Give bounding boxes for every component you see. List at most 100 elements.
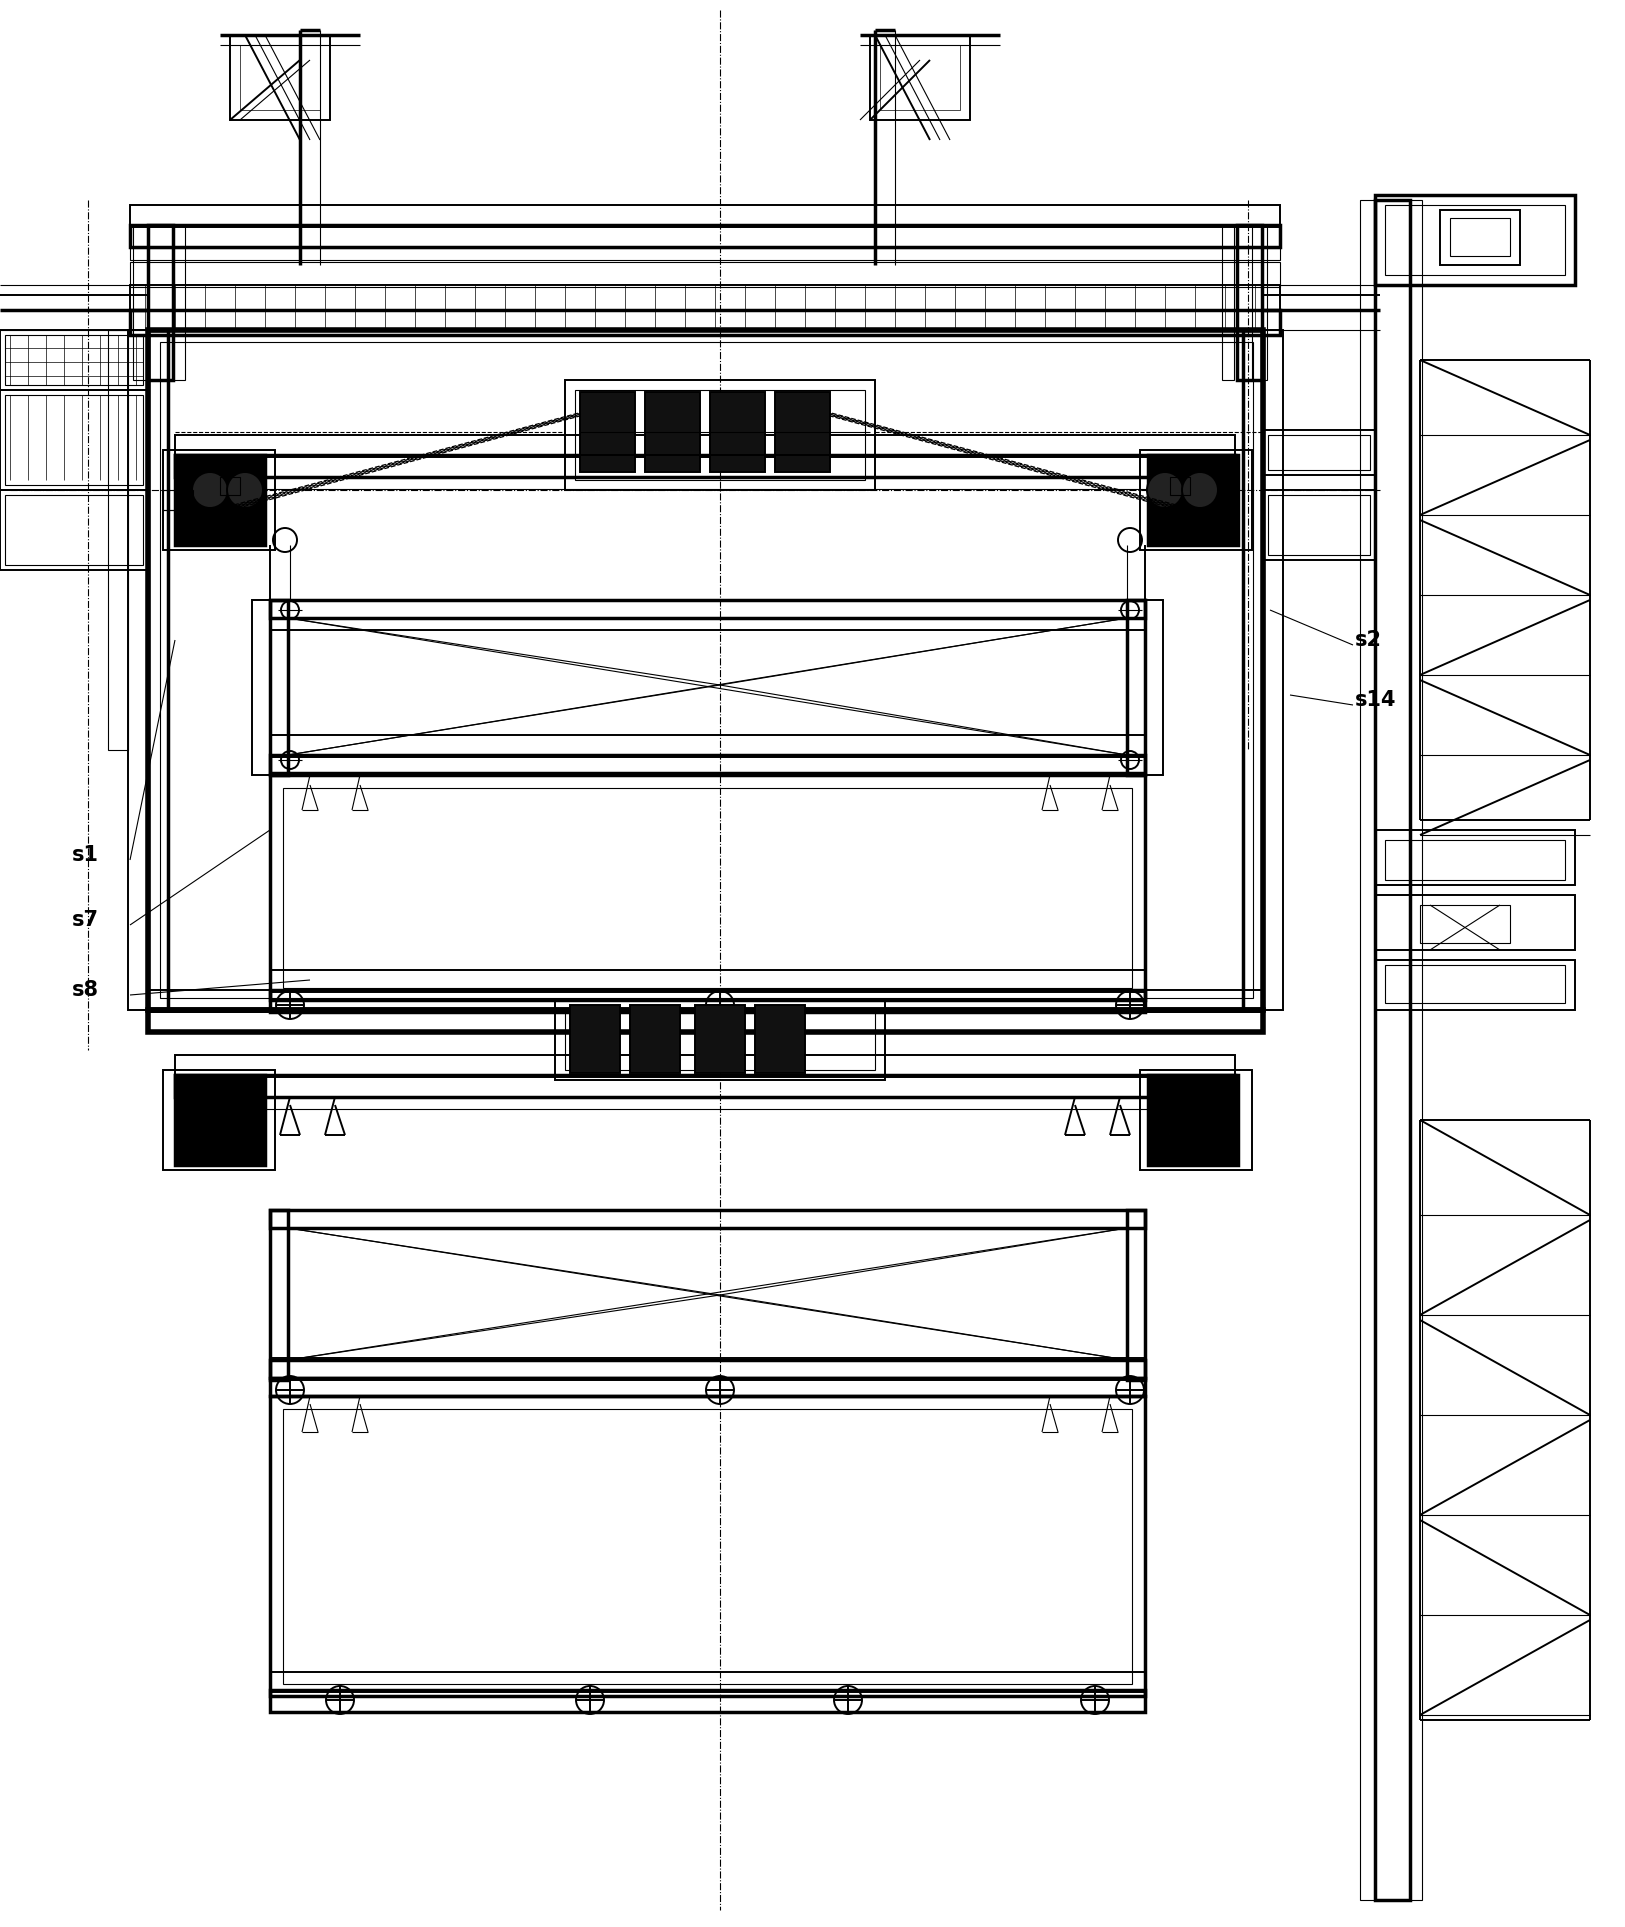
Bar — [159, 341, 1253, 998]
Bar — [1410, 200, 1422, 1900]
Bar — [176, 436, 1235, 457]
Bar — [270, 1673, 1146, 1692]
Bar — [130, 262, 1281, 287]
Bar — [270, 1690, 1146, 1711]
Bar — [1375, 200, 1410, 1900]
Bar — [869, 35, 970, 119]
Bar — [696, 1006, 744, 1073]
Bar — [1146, 599, 1164, 775]
Bar — [148, 330, 1263, 1010]
Bar — [1375, 831, 1575, 884]
Bar — [270, 755, 1146, 773]
Text: s1: s1 — [72, 846, 99, 865]
Bar — [128, 330, 148, 1010]
Bar — [172, 225, 185, 380]
Bar — [1222, 225, 1233, 380]
Bar — [1360, 200, 1375, 1900]
Bar — [1384, 965, 1565, 1002]
Bar — [176, 1075, 1235, 1096]
Bar — [566, 1010, 874, 1069]
Bar — [1170, 478, 1190, 495]
Bar — [283, 788, 1133, 989]
Bar — [1375, 960, 1575, 1010]
Bar — [1268, 495, 1370, 555]
Text: s8: s8 — [72, 981, 99, 1000]
Bar — [270, 1360, 1146, 1378]
Bar — [270, 734, 1146, 757]
Bar — [162, 489, 193, 511]
Bar — [1147, 1075, 1238, 1166]
Bar — [756, 1006, 804, 1073]
Bar — [1243, 330, 1263, 1010]
Bar — [240, 44, 320, 110]
Bar — [556, 1000, 886, 1079]
Bar — [185, 462, 255, 538]
Bar — [0, 389, 148, 489]
Bar — [1450, 218, 1510, 256]
Bar — [645, 391, 700, 472]
Bar — [270, 599, 288, 775]
Bar — [176, 455, 1235, 478]
Circle shape — [1147, 472, 1183, 509]
Text: s2: s2 — [1355, 630, 1381, 649]
Bar — [130, 204, 1281, 227]
Bar — [148, 225, 172, 380]
Bar — [580, 391, 635, 472]
Bar — [570, 1006, 621, 1073]
Circle shape — [192, 472, 228, 509]
Bar — [130, 225, 1281, 247]
Bar — [1384, 204, 1565, 276]
Bar — [162, 451, 275, 549]
Bar — [270, 599, 1146, 619]
Bar — [148, 1010, 1263, 1033]
Bar — [270, 1378, 1146, 1395]
Bar — [1237, 225, 1263, 380]
Bar — [5, 335, 143, 385]
Bar — [130, 310, 1281, 335]
Bar — [1147, 455, 1238, 545]
Text: s7: s7 — [72, 910, 99, 931]
Bar — [176, 1075, 265, 1166]
Bar — [0, 330, 148, 389]
Bar — [107, 330, 128, 750]
Bar — [270, 1395, 1146, 1696]
Bar — [5, 495, 143, 565]
Bar — [219, 478, 240, 495]
Bar — [1141, 1069, 1251, 1170]
Bar — [176, 1054, 1235, 1077]
Bar — [130, 249, 1281, 260]
Circle shape — [1181, 472, 1219, 509]
Bar — [270, 969, 1146, 992]
Bar — [176, 1096, 1235, 1110]
Bar — [270, 619, 1146, 630]
Text: s14: s14 — [1355, 690, 1396, 709]
Bar — [575, 389, 864, 480]
Bar — [1268, 436, 1370, 470]
Bar — [775, 391, 830, 472]
Bar — [1128, 1210, 1146, 1380]
Bar — [231, 35, 330, 119]
Bar — [176, 455, 265, 545]
Bar — [1263, 330, 1284, 1010]
Bar — [270, 1210, 288, 1380]
Bar — [133, 225, 148, 380]
Bar — [0, 489, 148, 570]
Bar — [130, 285, 1281, 310]
Bar — [630, 1006, 679, 1073]
Bar — [148, 990, 1263, 1012]
Circle shape — [228, 472, 263, 509]
Bar — [270, 1359, 1146, 1380]
Bar — [176, 478, 1235, 489]
Bar — [1384, 840, 1565, 881]
Bar — [1263, 489, 1375, 561]
Bar — [1141, 451, 1251, 549]
Bar — [1375, 195, 1575, 285]
Bar — [1420, 906, 1510, 942]
Bar — [252, 599, 270, 775]
Bar — [283, 1409, 1133, 1684]
Bar — [1375, 894, 1575, 950]
Bar — [1251, 225, 1268, 380]
Bar — [566, 380, 874, 489]
Bar — [270, 775, 1146, 1000]
Bar — [5, 395, 143, 486]
